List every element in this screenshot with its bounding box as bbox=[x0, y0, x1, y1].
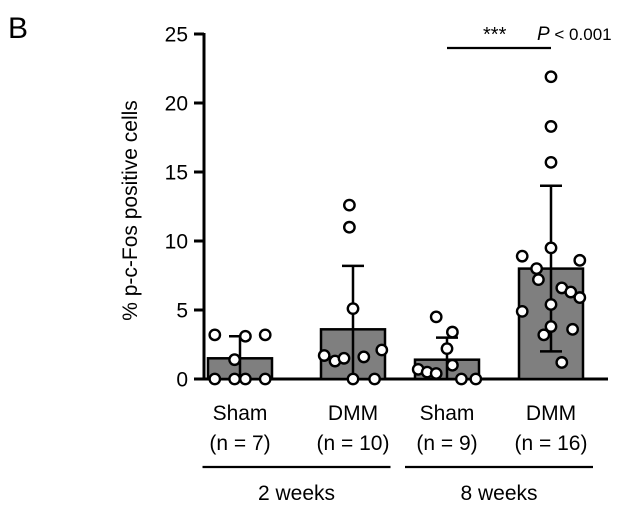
data-point bbox=[564, 285, 578, 299]
data-point bbox=[238, 329, 252, 343]
data-point bbox=[537, 328, 551, 342]
significance-stars: *** bbox=[483, 24, 507, 46]
data-point bbox=[544, 241, 558, 255]
data-point bbox=[368, 372, 381, 386]
data-point bbox=[337, 351, 351, 365]
data-point bbox=[544, 155, 558, 169]
data-point bbox=[530, 262, 543, 275]
data-point bbox=[566, 322, 579, 336]
x-category-label: Sham bbox=[213, 402, 268, 425]
data-point bbox=[544, 320, 558, 333]
data-point bbox=[208, 372, 222, 386]
data-point bbox=[342, 198, 356, 212]
y-tick-label: 0 bbox=[176, 369, 188, 392]
x-n-label: (n = 7) bbox=[209, 432, 270, 455]
data-point bbox=[258, 328, 272, 342]
p-value-label: P < 0.001 bbox=[537, 24, 612, 45]
group-label: 2 weeks bbox=[258, 482, 335, 505]
data-point bbox=[357, 350, 371, 364]
data-points bbox=[208, 70, 587, 386]
group-labels: 2 weeks 8 weeks bbox=[202, 465, 593, 505]
x-category-label: DMM bbox=[526, 402, 576, 425]
data-point bbox=[228, 372, 242, 386]
data-point bbox=[544, 70, 558, 84]
data-point bbox=[342, 220, 356, 234]
data-point bbox=[515, 304, 529, 318]
x-category-label: DMM bbox=[328, 402, 378, 425]
y-tick-label: 15 bbox=[165, 162, 188, 185]
data-point bbox=[440, 342, 454, 356]
bars bbox=[206, 267, 585, 381]
error-bars bbox=[229, 184, 562, 379]
data-point bbox=[445, 325, 459, 339]
x-n-label: (n = 9) bbox=[416, 432, 477, 455]
data-point bbox=[238, 372, 252, 386]
data-point bbox=[346, 372, 360, 386]
y-tick-label: 10 bbox=[165, 231, 188, 254]
data-point bbox=[532, 273, 545, 287]
data-point bbox=[544, 298, 558, 311]
data-point bbox=[573, 291, 587, 304]
y-axis-label: % p-c-Fos positive cells bbox=[119, 100, 142, 321]
data-point bbox=[515, 249, 529, 263]
y-tick-label: 5 bbox=[176, 300, 188, 323]
x-axis-labels: Sham (n = 7) DMM (n = 10) Sham (n = 9) DMM (n =… bbox=[209, 402, 587, 455]
data-point bbox=[258, 372, 272, 386]
data-point bbox=[573, 253, 587, 267]
data-point bbox=[429, 367, 443, 380]
panel-label: B bbox=[8, 12, 28, 45]
data-point bbox=[555, 356, 569, 369]
data-point bbox=[445, 358, 459, 372]
x-n-label: (n = 16) bbox=[515, 432, 588, 455]
y-tick-label: 25 bbox=[165, 24, 188, 47]
data-point bbox=[317, 349, 331, 362]
data-point bbox=[454, 372, 468, 386]
data-point bbox=[544, 120, 558, 133]
x-category-label: Sham bbox=[420, 402, 475, 425]
data-point bbox=[469, 372, 483, 386]
data-point bbox=[208, 328, 222, 342]
x-n-label: (n = 10) bbox=[317, 432, 390, 455]
significance-annotation: *** P < 0.001 bbox=[447, 24, 612, 50]
group-label: 8 weeks bbox=[460, 482, 537, 505]
data-point bbox=[228, 353, 242, 367]
data-point bbox=[346, 302, 360, 316]
data-point bbox=[429, 310, 443, 324]
y-tick-label: 20 bbox=[165, 93, 188, 116]
data-point bbox=[375, 343, 389, 357]
